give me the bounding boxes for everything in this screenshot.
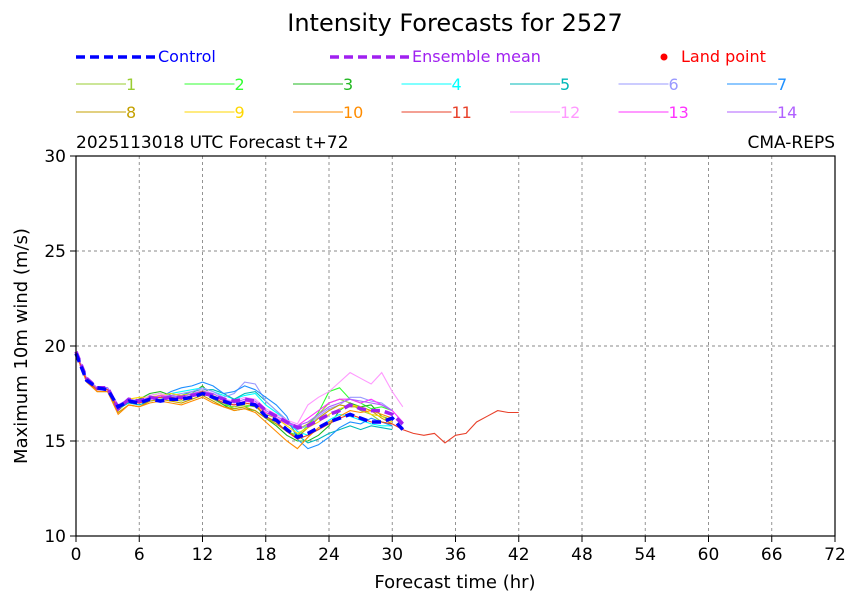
forecast-info: 2025113018 UTC Forecast t+72 (76, 133, 349, 153)
legend-member-9-label: 9 (235, 103, 245, 122)
x-tick-label: 24 (318, 545, 340, 565)
x-tick-label: 66 (761, 545, 783, 565)
legend-member-11-label: 11 (452, 103, 472, 122)
y-tick-label: 15 (44, 432, 66, 452)
legend-member-6-label: 6 (669, 75, 679, 94)
member-line-14 (75, 351, 393, 427)
chart-title: Intensity Forecasts for 2527 (287, 9, 622, 37)
legend-member-7-label: 7 (777, 75, 787, 94)
series-group (74, 351, 519, 450)
legend-member-3-label: 3 (343, 75, 353, 94)
x-tick-label: 54 (634, 545, 656, 565)
legend-member-8-label: 8 (126, 103, 136, 122)
y-tick-label: 20 (44, 337, 66, 357)
x-tick-label: 12 (192, 545, 214, 565)
x-tick-label: 6 (134, 545, 145, 565)
member-line-5 (75, 351, 393, 444)
legend-member-2-label: 2 (235, 75, 245, 94)
x-tick-label: 60 (698, 545, 720, 565)
legend-member-5-label: 5 (560, 75, 570, 94)
model-name: CMA-REPS (747, 133, 835, 153)
legend-ensemble-mean-label: Ensemble mean (412, 47, 541, 66)
legend-member-1-label: 1 (126, 75, 136, 94)
legend-control-label: Control (158, 47, 216, 66)
legend-member-14-label: 14 (777, 103, 797, 122)
legend-land-point-label: Land point (681, 47, 766, 66)
y-tick-label: 10 (44, 527, 66, 547)
x-tick-label: 30 (381, 545, 403, 565)
member-line-2 (75, 353, 393, 436)
member-line-10 (75, 353, 393, 450)
axis-ticks: 0 6 12 18 24 30 36 42 48 54 60 66 72 10 15 20 25 30 (44, 147, 845, 565)
x-tick-label: 72 (824, 545, 846, 565)
control-line (74, 352, 405, 440)
legend-member-13-label: 13 (669, 103, 689, 122)
legend-member-12-label: 12 (560, 103, 580, 122)
legend-member-10-label: 10 (343, 103, 363, 122)
x-axis-label: Forecast time (hr) (374, 572, 535, 593)
legend-member-4-label: 4 (452, 75, 462, 94)
member-line-9 (75, 351, 393, 435)
grid (76, 156, 835, 536)
y-axis-label: Maximum 10m wind (m/s) (11, 228, 32, 464)
member-line-4 (75, 353, 393, 436)
legend-land-point-marker (660, 53, 668, 61)
y-tick-label: 30 (44, 147, 66, 167)
x-tick-label: 36 (445, 545, 467, 565)
x-tick-label: 42 (508, 545, 530, 565)
x-tick-label: 0 (71, 545, 82, 565)
x-tick-label: 18 (255, 545, 277, 565)
x-tick-label: 48 (571, 545, 593, 565)
y-tick-label: 25 (44, 242, 66, 262)
ensemble-mean-line (74, 351, 404, 430)
